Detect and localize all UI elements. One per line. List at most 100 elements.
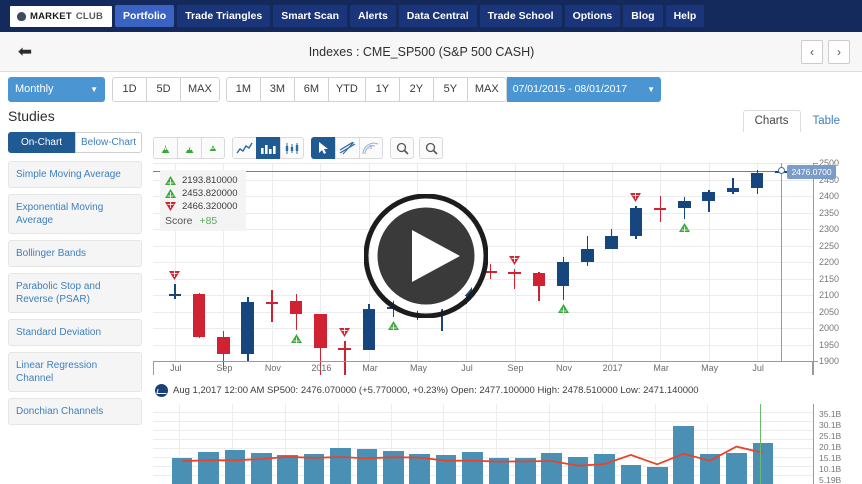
study-linear-regression-channel[interactable]: Linear Regression Channel	[8, 352, 142, 392]
x-axis-label: Mar	[362, 363, 378, 373]
nav-item-smart-scan[interactable]: Smart Scan	[273, 5, 348, 27]
volume-chart[interactable]	[153, 404, 813, 484]
candle-body	[314, 313, 327, 348]
tab-table[interactable]: Table	[812, 115, 841, 127]
y-axis-label: 2400	[819, 191, 840, 201]
grid-line	[153, 295, 813, 296]
marketclub-logo-icon	[155, 384, 168, 397]
range-button-ytd[interactable]: YTD	[327, 76, 365, 102]
candle-body	[168, 293, 182, 296]
nav-item-help[interactable]: Help	[665, 5, 705, 27]
chevron-left-icon[interactable]: ‹	[801, 39, 823, 64]
candle-body	[629, 208, 643, 236]
study-donchian-channels[interactable]: Donchian Channels	[8, 398, 142, 425]
y-axis-label: 2000	[819, 323, 840, 333]
grid-line	[153, 457, 813, 458]
nav-item-trade-school[interactable]: Trade School	[479, 5, 562, 27]
range-button-6m[interactable]: 6M	[293, 76, 328, 102]
nav-item-blog[interactable]: Blog	[623, 5, 663, 27]
studies-placement-toggle: On-Chart Below-Chart	[8, 132, 142, 153]
range-button-1y[interactable]: 1Y	[364, 76, 399, 102]
price-plot-area[interactable]	[153, 163, 813, 375]
grid-line	[369, 163, 370, 361]
brand-logo[interactable]: MARKET CLUB	[10, 5, 113, 27]
volume-plot-area[interactable]	[153, 404, 813, 484]
tab-charts[interactable]: Charts	[742, 110, 801, 132]
trade-triangle-group: ▲ M ▲ W ▲ D	[153, 137, 225, 159]
score-label: Score	[165, 215, 193, 227]
grid-line	[338, 404, 339, 484]
grid-line	[179, 404, 180, 484]
bar-chart-icon[interactable]	[256, 137, 280, 159]
grid-line	[602, 404, 603, 484]
daily-triangle-icon[interactable]: ▲ D	[201, 137, 225, 159]
grid-line	[272, 163, 273, 361]
green-triangle-up-icon	[165, 188, 176, 198]
brand-name-bold: MARKET	[30, 10, 72, 22]
study-parabolic-sar[interactable]: Parabolic Stop and Reverse (PSAR)	[8, 273, 142, 313]
arrow-left-icon[interactable]: ⬅	[17, 41, 33, 61]
page-header: ⬅ Indexes : CME_SP500 (S&P 500 CASH) ‹ ›	[0, 32, 862, 72]
zoom-out-icon[interactable]	[419, 137, 443, 159]
chevron-right-icon[interactable]: ›	[828, 39, 850, 64]
weekly-triangle-icon[interactable]: ▲ W	[177, 137, 201, 159]
nav-item-data-central[interactable]: Data Central	[398, 5, 477, 27]
volume-y-axis-label: 25.1B	[819, 431, 842, 441]
y-axis-label: 1900	[819, 356, 840, 366]
range-button-max-intraday[interactable]: MAX	[180, 76, 220, 102]
candle-body	[556, 262, 570, 287]
nav-item-portfolio[interactable]: Portfolio	[115, 5, 175, 27]
study-standard-deviation[interactable]: Standard Deviation	[8, 319, 142, 346]
range-button-max[interactable]: MAX	[466, 76, 507, 102]
range-button-3m[interactable]: 3M	[259, 76, 294, 102]
x-axis-label: May	[409, 363, 427, 373]
zoom-group	[390, 137, 443, 159]
volume-y-axis-label: 5.19B	[819, 475, 842, 484]
candle-body	[192, 293, 206, 338]
grid-line	[153, 212, 813, 214]
brand-name-light: CLUB	[75, 10, 104, 22]
candle-wick	[514, 268, 516, 289]
segment-on-chart[interactable]: On-Chart	[8, 132, 75, 153]
range-button-2y[interactable]: 2Y	[398, 76, 433, 102]
red-triangle-down-icon	[630, 192, 642, 202]
trendline-icon[interactable]	[335, 137, 359, 159]
range-button-1m[interactable]: 1M	[225, 76, 260, 102]
red-triangle-down-icon	[509, 255, 521, 265]
candle-body	[338, 347, 351, 351]
cursor-arrow-icon[interactable]	[311, 137, 335, 159]
price-chart[interactable]: Jul Sep Nov 2016 Mar May Jul Sep Nov 2017 Mar May Ju…	[153, 163, 813, 375]
line-chart-icon[interactable]	[232, 137, 256, 159]
nav-item-trade-triangles[interactable]: Trade Triangles	[177, 5, 271, 27]
date-range-picker[interactable]: 07/01/2015 - 08/01/2017 ▼	[506, 76, 662, 102]
chart-status-text: Aug 1,2017 12:00 AM SP500: 2476.070000 (…	[173, 385, 699, 396]
study-exponential-moving-average[interactable]: Exponential Moving Average	[8, 194, 142, 234]
grid-line	[153, 475, 813, 476]
play-button-icon[interactable]	[363, 193, 489, 319]
monthly-triangle-icon[interactable]: ▲ M	[153, 137, 177, 159]
green-triangle-up-icon	[557, 304, 569, 314]
study-simple-moving-average[interactable]: Simple Moving Average	[8, 161, 142, 188]
grid-line	[709, 163, 710, 361]
x-axis-label: 2017	[602, 363, 623, 373]
study-bollinger-bands[interactable]: Bollinger Bands	[8, 240, 142, 267]
nav-item-alerts[interactable]: Alerts	[350, 5, 396, 27]
y-axis-label: 2050	[819, 306, 840, 317]
range-button-5y[interactable]: 5Y	[432, 76, 467, 102]
period-select[interactable]: Monthly ▼	[8, 76, 105, 102]
y-axis-label: 2250	[819, 240, 840, 251]
segment-below-chart[interactable]: Below-Chart	[75, 132, 142, 153]
y-axis-label: 2100	[819, 290, 840, 300]
candle-body	[483, 270, 497, 273]
grid-line	[153, 262, 813, 263]
nav-item-options[interactable]: Options	[564, 5, 621, 27]
candlestick-chart-icon[interactable]	[280, 137, 304, 159]
zoom-in-icon[interactable]	[390, 137, 414, 159]
chart-status-bar: Aug 1,2017 12:00 AM SP500: 2476.070000 (…	[155, 384, 699, 397]
range-button-1d[interactable]: 1D	[112, 76, 146, 102]
x-axis-label: Sep	[507, 363, 524, 373]
range-button-5d[interactable]: 5D	[146, 76, 180, 102]
x-axis-label: Jul	[170, 363, 182, 373]
fibonacci-arc-icon[interactable]: .5	[359, 137, 383, 159]
